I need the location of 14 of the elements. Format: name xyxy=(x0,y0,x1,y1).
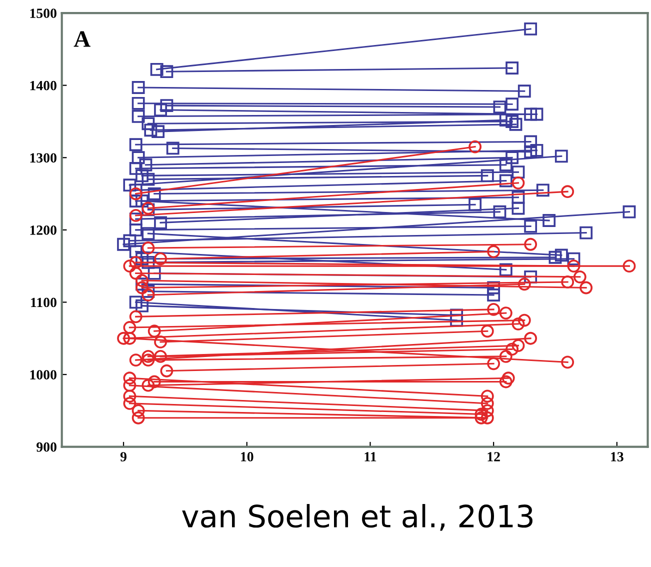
y-tick-label: 1400 xyxy=(30,80,56,90)
y-tick-label: 900 xyxy=(36,442,56,452)
x-tick-label: 12 xyxy=(488,452,500,462)
text: van Soelen et al., 2013 xyxy=(182,504,532,531)
y-tick-label: 1300 xyxy=(30,153,56,163)
annotation: A xyxy=(74,31,90,47)
x-tick-label: 11 xyxy=(364,452,376,462)
y-tick-label: 1000 xyxy=(30,370,56,380)
y-tick-label: 1200 xyxy=(30,226,56,235)
y-tick-label: 1100 xyxy=(31,298,56,308)
x-tick-label: 13 xyxy=(611,452,624,462)
y-tick-label: 1500 xyxy=(30,8,56,18)
x-tick-label: 10 xyxy=(241,452,254,462)
x-tick-label: 9 xyxy=(120,452,126,462)
